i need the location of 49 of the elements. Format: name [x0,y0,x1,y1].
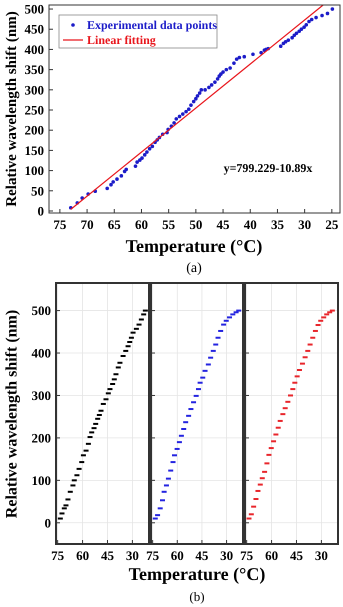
y-tick-label: 50 [31,183,44,198]
x-tick-label: 60 [76,548,90,563]
x-tick-label: 30 [126,548,139,563]
x-tick-label: 35 [270,217,284,232]
y-tick-label: 250 [24,102,44,118]
y-tick-label: 200 [32,430,51,446]
y-tick-label: 0 [44,515,51,530]
y-tick-label: 100 [32,472,51,488]
x-tick-label: 60 [265,548,278,563]
x-tick-label: 75 [53,217,67,232]
text: (b) [189,589,205,604]
y-tick-label: 450 [24,22,44,37]
y-tick-label: 0 [38,203,44,218]
x-tick-label: 30 [298,217,312,232]
x-tick-label: 50 [189,217,202,232]
y-tick-label: 500 [24,2,44,17]
x-tick-label: 75 [51,548,65,563]
x-axis-title: Temperature (°C) [128,564,266,584]
legend-label: Linear fitting [87,33,156,47]
x-tick-label: 75 [240,548,254,563]
x-tick-label: 60 [170,548,184,563]
x-tick-label: 75 [146,548,160,563]
x-tick-label: 45 [290,548,304,563]
text: (a) [186,261,202,276]
x-tick-label: 45 [100,548,114,563]
x-tick-label: 30 [220,548,234,563]
x-tick-label: 30 [314,548,328,563]
x-tick-label: 70 [80,217,94,232]
x-tick-label: 60 [134,217,148,232]
x-axis-title: Temperature (°C) [126,236,262,256]
y-axis-title: Relative wavelength shift (nm) [4,11,20,207]
y-axis-title: Relative wavelength shift (nm) [4,310,20,518]
y-tick-label: 100 [24,163,44,178]
y-tick-label: 300 [32,388,51,403]
x-tick-label: 40 [244,217,257,232]
y-tick-label: 150 [24,142,44,158]
y-tick-label: 500 [32,303,51,318]
x-tick-label: 45 [195,548,209,563]
y-tick-label: 400 [32,346,51,361]
y-tick-label: 200 [24,122,44,138]
y-tick-label: 350 [24,62,44,78]
x-tick-label: 25 [325,217,339,232]
x-tick-label: 55 [162,217,176,232]
y-tick-label: 400 [24,42,44,57]
x-tick-label: 45 [216,217,230,232]
x-tick-label: 65 [108,217,122,232]
y-tick-label: 300 [24,82,44,98]
annotation: y=799.229-10.89x [224,161,312,175]
legend-label: Experimental data points [87,18,218,32]
